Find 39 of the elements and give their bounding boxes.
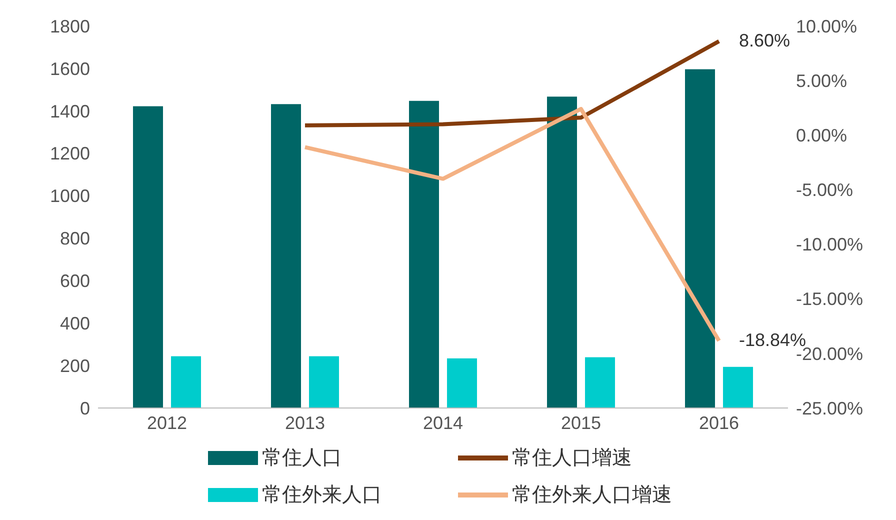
legend-label: 常住外来人口增速 (512, 483, 672, 508)
bar (171, 356, 201, 408)
y-tick-label: 600 (60, 271, 90, 292)
y-tick-label: 1600 (50, 58, 90, 79)
bar (547, 96, 577, 408)
bar (723, 366, 753, 408)
legend-label: 常住外来人口 (262, 483, 382, 508)
y2-tick-label: -10.00% (796, 234, 864, 255)
y2-tick-label: -5.00% (796, 180, 854, 200)
bar (447, 358, 477, 408)
y2-tick-label: 5.00% (796, 70, 848, 91)
x-tick-label: 2013 (284, 412, 326, 433)
legend-label: 常住人口增速 (512, 446, 632, 471)
bar (685, 69, 715, 408)
y-tick-label: 1200 (50, 144, 90, 164)
bar (409, 100, 439, 408)
y-tick-label: 0 (80, 398, 90, 418)
y-tick-label: 400 (60, 314, 90, 334)
data-label: 8.60% (739, 30, 790, 50)
bar (133, 106, 163, 408)
bar (585, 357, 615, 408)
x-tick-label: 2015 (560, 412, 602, 433)
x-tick-label: 2016 (698, 412, 740, 433)
y-tick-label: 200 (60, 356, 90, 376)
y2-tick-label: 0.00% (796, 126, 848, 146)
legend-label: 常住人口 (262, 446, 342, 471)
y-tick-label: 1400 (50, 101, 90, 122)
bar (309, 356, 339, 408)
bar (271, 104, 301, 408)
y2-tick-label: -25.00% (796, 398, 864, 418)
y2-tick-label: 10.00% (796, 16, 858, 36)
line-series (303, 39, 721, 128)
y-tick-label: 1000 (50, 186, 90, 206)
y-tick-label: 1800 (50, 16, 90, 36)
x-tick-label: 2014 (422, 412, 464, 433)
line-series (303, 106, 721, 343)
y-tick-label: 800 (60, 228, 90, 249)
y2-tick-label: -15.00% (796, 289, 864, 310)
x-tick-label: 2012 (146, 412, 188, 433)
